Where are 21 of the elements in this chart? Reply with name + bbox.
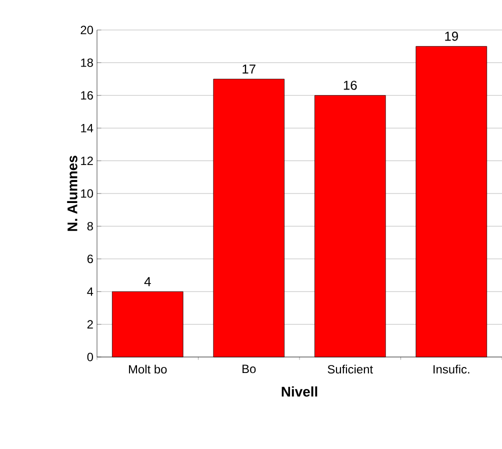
y-axis-title: N. Alumnes [67,156,78,231]
data-label: 19 [445,32,458,41]
data-label: 16 [344,80,357,90]
y-tick-label: 10 [81,189,94,198]
y-tick-label: 18 [81,58,93,67]
y-tick-label: 4 [87,287,94,296]
x-tick-label: Insufic. [434,364,470,374]
data-label: 4 [144,277,151,286]
x-tick-label: Molt bo [129,364,167,374]
x-tick-label: Bo [242,364,256,374]
y-tick-label: 20 [80,26,94,34]
y-tick-label: 2 [87,320,93,328]
y-tick-label: 12 [81,156,93,165]
y-tick-label: 0 [87,352,94,362]
y-tick-label: 6 [87,254,93,264]
x-tick-label: Suficient [328,364,373,374]
y-tick-label: 8 [87,222,93,230]
data-label: 17 [242,64,256,74]
x-axis-title: Nivell [282,386,318,397]
y-tick-label: 16 [81,91,93,100]
y-tick-label: 14 [81,124,94,132]
